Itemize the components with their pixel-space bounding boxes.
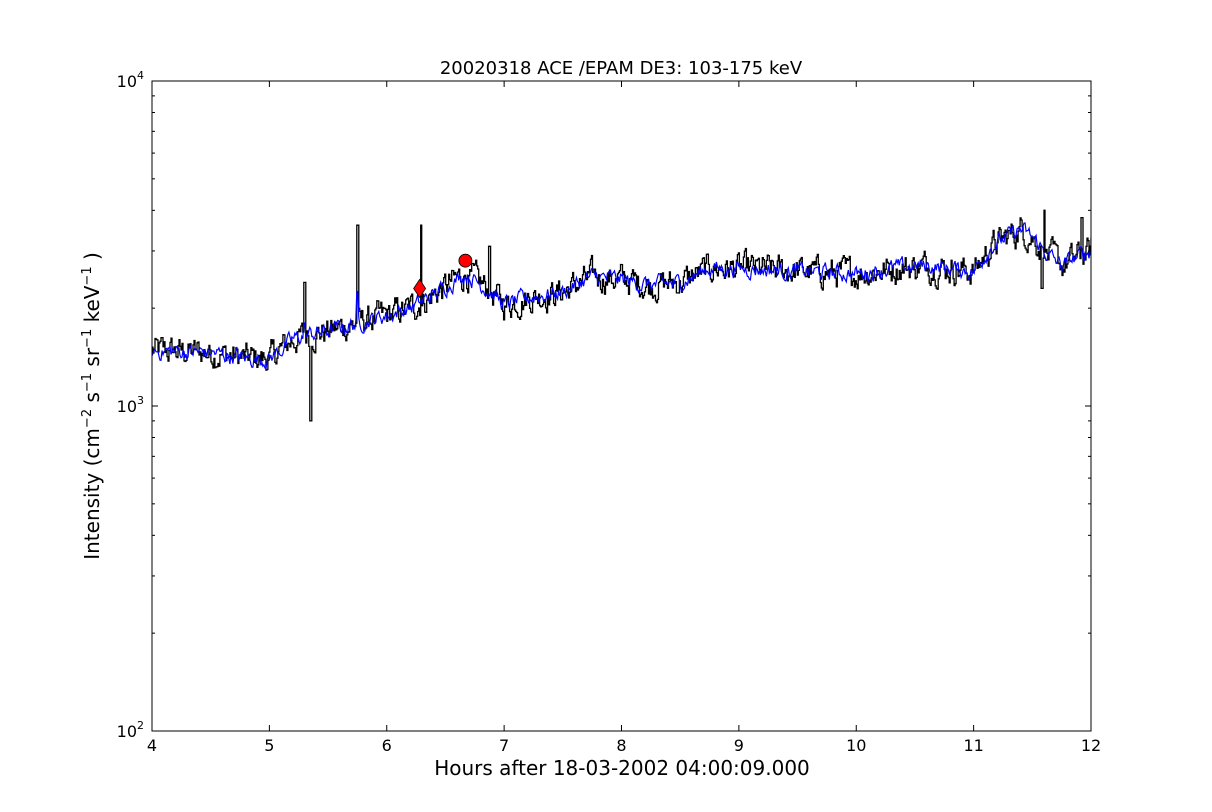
y-axis-label: Intensity (cm−2 s−1 sr−1 keV−1 ) bbox=[80, 252, 104, 560]
x-tick-label: 6 bbox=[382, 736, 392, 755]
series-line-1 bbox=[152, 222, 1091, 370]
chart-title: 20020318 ACE /EPAM DE3: 103-175 keV bbox=[440, 58, 803, 79]
x-tick-label: 7 bbox=[499, 736, 509, 755]
x-tick-label: 5 bbox=[264, 736, 274, 755]
x-tick-label: 12 bbox=[1081, 736, 1101, 755]
x-tick-label: 10 bbox=[846, 736, 866, 755]
axis-ticks: 4 5 6 7 8 9 10 11 12 102 103 104 bbox=[117, 69, 1102, 755]
y-tick-label: 103 bbox=[117, 394, 144, 416]
series-line-0 bbox=[152, 209, 1091, 422]
x-tick-label: 4 bbox=[147, 736, 157, 755]
y-tick-label: 102 bbox=[117, 719, 144, 741]
plot-frame bbox=[151, 80, 1092, 732]
x-tick-label: 9 bbox=[734, 736, 744, 755]
x-tick-label: 8 bbox=[616, 736, 626, 755]
x-tick-label: 11 bbox=[963, 736, 983, 755]
x-axis-label: Hours after 18-03-2002 04:00:09.000 bbox=[434, 756, 810, 780]
circle-marker bbox=[458, 253, 473, 268]
diamond-marker bbox=[413, 278, 427, 299]
y-tick-label: 104 bbox=[117, 69, 144, 91]
